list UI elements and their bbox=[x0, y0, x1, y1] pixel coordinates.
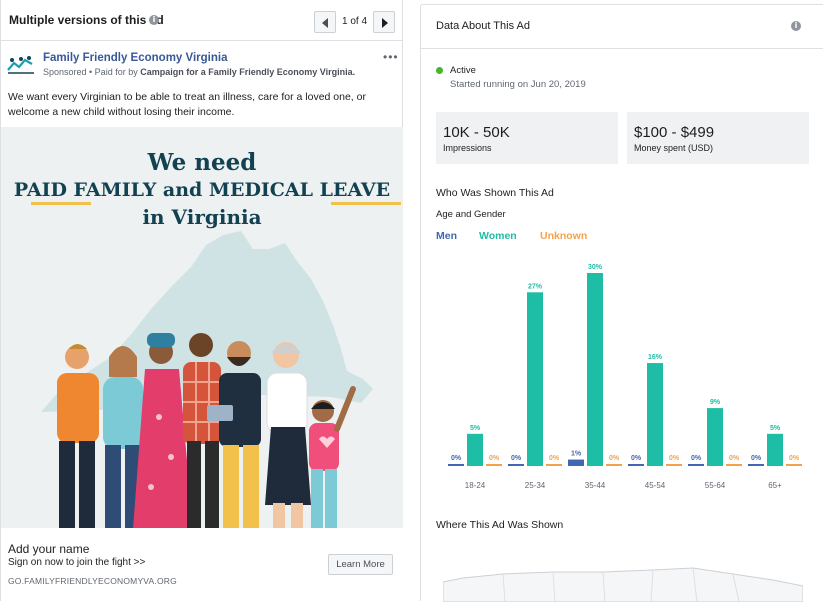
bar-men-18-24 bbox=[448, 464, 464, 466]
ad-body-text: We want every Virginian to be able to tr… bbox=[8, 91, 366, 118]
bar-men-25-34 bbox=[508, 464, 524, 466]
impressions-label: Impressions bbox=[443, 143, 492, 153]
info-icon[interactable]: i bbox=[149, 15, 159, 25]
spend-value: $100 - $499 bbox=[634, 124, 715, 141]
previous-version-button[interactable] bbox=[314, 11, 336, 33]
impressions-value: 10K - 50K bbox=[443, 124, 510, 141]
data-label-unknown-25-34: 0% bbox=[549, 455, 560, 462]
x-tick-label-25-34: 25-34 bbox=[525, 481, 546, 490]
data-label-men-18-24: 0% bbox=[451, 455, 462, 462]
age-gender-title: Age and Gender bbox=[436, 209, 506, 220]
data-label-women-35-44: 30% bbox=[588, 264, 603, 271]
bar-unknown-25-34 bbox=[546, 464, 562, 466]
gold-stripe-left bbox=[31, 202, 91, 205]
ad-preview-card: Multiple versions of this ad i 1 of 4 Fa… bbox=[0, 0, 403, 601]
active-status-dot-icon bbox=[436, 67, 443, 74]
bar-women-55-64 bbox=[707, 408, 723, 466]
chevron-left-icon bbox=[322, 18, 328, 28]
cta-subtitle: Sign on now to join the fight >> bbox=[8, 557, 146, 568]
chevron-right-icon bbox=[382, 18, 388, 28]
data-label-unknown-65+: 0% bbox=[789, 455, 800, 462]
data-label-women-25-34: 27% bbox=[528, 283, 543, 290]
data-label-men-55-64: 0% bbox=[691, 455, 702, 462]
bar-unknown-55-64 bbox=[726, 464, 742, 466]
data-label-unknown-35-44: 0% bbox=[609, 455, 620, 462]
versions-title: Multiple versions of this ad bbox=[9, 13, 164, 27]
advertiser-name[interactable]: Family Friendly Economy Virginia bbox=[43, 52, 228, 64]
bar-women-18-24 bbox=[467, 433, 483, 466]
ad-cta-footer[interactable]: Add your name Sign on now to join the fi… bbox=[1, 528, 403, 601]
headline-line-3: in Virginia bbox=[142, 205, 262, 229]
where-shown-title: Where This Ad Was Shown bbox=[436, 519, 564, 531]
data-label-unknown-45-54: 0% bbox=[669, 455, 680, 462]
bar-unknown-18-24 bbox=[486, 464, 502, 466]
bar-women-25-34 bbox=[527, 292, 543, 466]
data-label-women-45-54: 16% bbox=[648, 354, 663, 361]
data-label-men-25-34: 0% bbox=[511, 455, 522, 462]
data-label-men-45-54: 0% bbox=[631, 455, 642, 462]
gold-stripe-right bbox=[331, 202, 401, 205]
headline-line-1: We need bbox=[147, 149, 257, 176]
bar-unknown-35-44 bbox=[606, 464, 622, 466]
sponsored-line: Sponsored • Paid for by Campaign for a F… bbox=[43, 67, 355, 77]
version-count: 1 of 4 bbox=[341, 16, 368, 27]
info-icon[interactable]: i bbox=[791, 21, 801, 31]
x-tick-label-35-44: 35-44 bbox=[585, 481, 606, 490]
cta-title: Add your name bbox=[8, 542, 90, 556]
spend-stat: $100 - $499 Money spent (USD) bbox=[627, 112, 809, 164]
x-tick-label-18-24: 18-24 bbox=[465, 481, 486, 490]
bar-unknown-65+ bbox=[786, 464, 802, 466]
legend-unknown[interactable]: Unknown bbox=[540, 230, 588, 242]
data-title: Data About This Ad bbox=[436, 20, 530, 32]
age-gender-chart: 0% 5% 0% 18-24 0% 27% 0% 25-34 1% 30% 0% 35-44 0% 16%… bbox=[448, 264, 802, 490]
x-tick-label-65+: 65+ bbox=[768, 481, 782, 490]
ad-data-card: Data About This Ad i Active Started runn… bbox=[420, 4, 823, 602]
people-illustration bbox=[57, 333, 356, 528]
x-tick-label-55-64: 55-64 bbox=[705, 481, 726, 490]
headline-line-2: PAID FAMILY and MEDICAL LEAVE bbox=[13, 179, 391, 201]
cta-url: GO.FAMILYFRIENDLYECONOMYVA.ORG bbox=[8, 576, 177, 586]
data-label-men-65+: 0% bbox=[751, 455, 762, 462]
bar-men-45-54 bbox=[628, 464, 644, 466]
advertiser-logo[interactable] bbox=[6, 54, 36, 76]
bar-women-65+ bbox=[767, 433, 783, 466]
bar-men-55-64 bbox=[688, 464, 704, 466]
us-map[interactable] bbox=[443, 560, 803, 602]
ad-creative-image[interactable]: We need PAID FAMILY and MEDICAL LEAVE in… bbox=[1, 127, 403, 528]
creative-headline: We need PAID FAMILY and MEDICAL LEAVE in… bbox=[1, 149, 403, 231]
data-label-women-65+: 5% bbox=[770, 425, 781, 432]
who-shown-title: Who Was Shown This Ad bbox=[436, 187, 554, 199]
bar-men-65+ bbox=[748, 464, 764, 466]
data-label-unknown-18-24: 0% bbox=[489, 455, 500, 462]
sponsored-prefix: Sponsored • Paid for by bbox=[43, 67, 141, 77]
impressions-stat: 10K - 50K Impressions bbox=[436, 112, 618, 164]
legend-women[interactable]: Women bbox=[479, 230, 517, 242]
bar-women-45-54 bbox=[647, 363, 663, 466]
paid-for-by: Campaign for a Family Friendly Economy V… bbox=[140, 67, 356, 77]
x-tick-label-45-54: 45-54 bbox=[645, 481, 666, 490]
advertiser-row: Family Friendly Economy Virginia Sponsor… bbox=[6, 50, 400, 80]
spend-label: Money spent (USD) bbox=[634, 143, 714, 153]
data-label-women-18-24: 5% bbox=[470, 425, 481, 432]
data-label-men-35-44: 1% bbox=[571, 451, 582, 458]
next-version-button[interactable] bbox=[373, 11, 395, 33]
started-running: Started running on Jun 20, 2019 bbox=[450, 79, 586, 90]
learn-more-button[interactable]: Learn More bbox=[328, 554, 393, 575]
versions-header: Multiple versions of this ad i 1 of 4 bbox=[1, 0, 403, 41]
bar-men-35-44 bbox=[568, 459, 584, 466]
bar-unknown-45-54 bbox=[666, 464, 682, 466]
data-label-unknown-55-64: 0% bbox=[729, 455, 740, 462]
version-pager: 1 of 4 bbox=[314, 11, 396, 33]
status-label: Active bbox=[450, 65, 476, 76]
legend-men[interactable]: Men bbox=[436, 230, 457, 242]
bar-women-35-44 bbox=[587, 273, 603, 466]
data-header: Data About This Ad i bbox=[421, 5, 823, 49]
data-label-women-55-64: 9% bbox=[710, 399, 721, 406]
more-options-icon[interactable]: ••• bbox=[383, 50, 399, 64]
creative-illustration bbox=[41, 231, 373, 528]
